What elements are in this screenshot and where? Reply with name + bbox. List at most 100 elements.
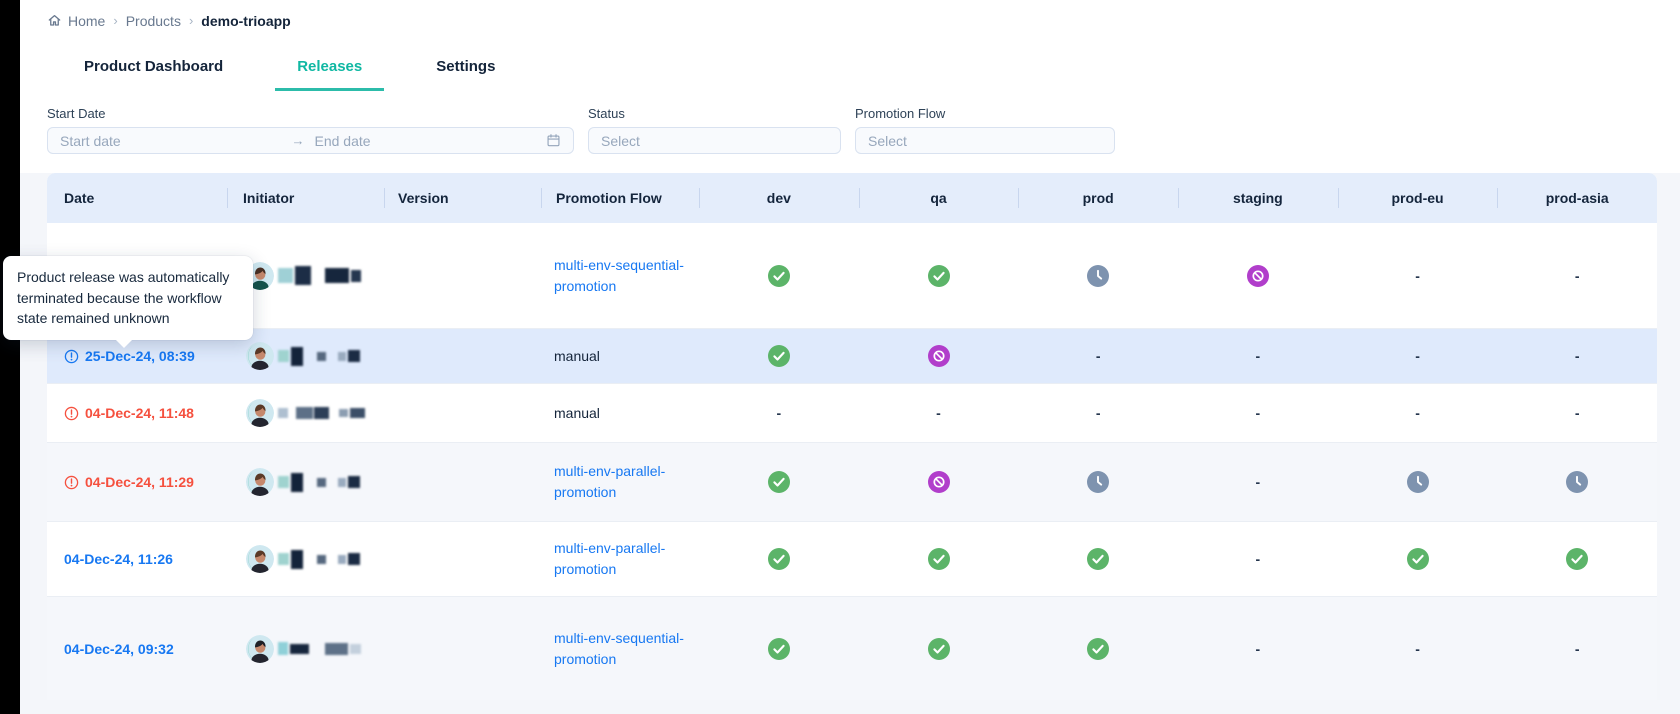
date-cell: 04-Dec-24, 09:32 <box>47 597 227 700</box>
promotion-flow-select-placeholder: Select <box>868 132 907 149</box>
env-status-qa <box>859 597 1019 700</box>
release-date-link[interactable]: 04-Dec-24, 11:48 <box>85 405 194 421</box>
success-check-icon <box>1087 548 1110 570</box>
empty-status: - <box>936 405 941 421</box>
breadcrumb: Home › Products › demo-trioapp <box>20 0 1680 32</box>
promotion-flow-link[interactable]: multi-env-parallel-promotion <box>554 540 666 577</box>
range-arrow-icon: → <box>291 133 305 148</box>
initiator-avatar <box>246 468 274 496</box>
initiator-name-redacted <box>278 407 365 419</box>
env-status-prod-eu: - <box>1338 329 1498 383</box>
release-table-row[interactable]: 04-Dec-24, 11:26 multi-env-parallel-prom… <box>47 521 1657 596</box>
tab-releases[interactable]: Releases <box>275 52 385 91</box>
release-date-link[interactable]: 04-Dec-24, 11:29 <box>85 474 194 490</box>
initiator-cell <box>227 597 384 700</box>
releases-table: Date Initiator Version Promotion Flow dev qa p… <box>47 173 1657 700</box>
status-select[interactable]: Select <box>588 127 841 154</box>
empty-status: - <box>1415 640 1420 657</box>
initiator-name-redacted <box>278 472 360 492</box>
empty-status: - <box>1415 267 1420 284</box>
env-status-dev <box>699 223 859 328</box>
empty-status: - <box>1574 267 1580 284</box>
promotion-flow-label: Promotion Flow <box>855 106 946 121</box>
release-table-row[interactable]: 25-Dec-24, 08:39 manual - - - - <box>47 328 1657 383</box>
env-status-dev <box>699 522 859 596</box>
promotion-flow-link[interactable]: multi-env-sequential-promotion <box>554 629 684 667</box>
promotion-flow-cell: multi-env-parallel-promotion <box>541 522 699 596</box>
promotion-flow-text: manual <box>554 405 600 421</box>
env-status-prod-eu: - <box>1338 223 1498 328</box>
success-check-icon <box>927 264 950 287</box>
product-tabs: Product Dashboard Releases Settings <box>20 52 1680 91</box>
release-date-link[interactable]: 25-Dec-24, 08:39 <box>85 348 195 364</box>
terminated-block-icon <box>1246 264 1269 287</box>
initiator-cell <box>227 329 384 383</box>
env-status-qa <box>859 223 1019 328</box>
release-table-row[interactable]: 04-Dec-24, 09:32 multi-env-sequential-pr… <box>47 596 1657 700</box>
initiator-avatar <box>246 399 274 427</box>
date-cell: 04-Dec-24, 11:29 <box>47 443 227 521</box>
release-filters: Start Date → Status Select Promotion Flo… <box>20 106 1680 154</box>
breadcrumb-home-label[interactable]: Home <box>68 12 106 29</box>
env-status-prod-eu: - <box>1338 597 1498 700</box>
env-status-prod <box>1018 597 1178 700</box>
release-termination-tooltip: Product release was automatically termin… <box>3 256 253 347</box>
page-content: Home › Products › demo-trioapp Product D… <box>20 0 1680 714</box>
column-header-prod-eu: prod-eu <box>1337 173 1498 223</box>
calendar-icon <box>546 133 561 148</box>
release-table-row[interactable]: 04-Dec-24, 11:29 multi-env-parallel-prom… <box>47 442 1657 521</box>
env-status-prod-asia <box>1497 522 1657 596</box>
initiator-avatar <box>246 261 274 290</box>
promotion-flow-link[interactable]: multi-env-sequential-promotion <box>554 256 684 294</box>
empty-status: - <box>1255 405 1261 421</box>
initiator-avatar <box>246 342 274 370</box>
tab-settings[interactable]: Settings <box>436 58 496 75</box>
end-date-input[interactable] <box>314 132 536 149</box>
start-date-input[interactable] <box>60 132 282 149</box>
success-check-icon <box>1087 637 1110 660</box>
tab-product-dashboard[interactable]: Product Dashboard <box>84 58 224 75</box>
env-status-prod-asia: - <box>1497 384 1657 442</box>
success-check-icon <box>767 264 790 287</box>
breadcrumb-separator: › <box>113 13 118 28</box>
version-cell <box>384 223 541 328</box>
env-status-prod <box>1018 223 1178 328</box>
alert-circle-icon <box>64 349 79 364</box>
breadcrumb-home[interactable]: Home <box>47 13 105 29</box>
filter-promotion-flow: Promotion Flow Select <box>855 106 1115 154</box>
initiator-avatar <box>246 634 274 663</box>
env-status-prod-eu: - <box>1338 384 1498 442</box>
initiator-cell <box>227 443 384 521</box>
env-status-prod: - <box>1018 329 1178 383</box>
breadcrumb-current-product: demo-trioapp <box>201 12 291 29</box>
env-status-prod-asia: - <box>1497 329 1657 383</box>
initiator-name-redacted <box>278 549 360 569</box>
initiator-avatar <box>246 545 274 573</box>
release-date-link[interactable]: 04-Dec-24, 09:32 <box>64 640 174 657</box>
status-select-placeholder: Select <box>601 132 640 149</box>
column-header-initiator: Initiator <box>227 173 384 223</box>
pending-clock-icon <box>1087 264 1110 287</box>
env-status-prod <box>1018 443 1178 521</box>
column-header-prod: prod <box>1018 173 1178 223</box>
pending-clock-icon <box>1087 471 1110 493</box>
release-date-link[interactable]: 04-Dec-24, 11:26 <box>64 551 173 567</box>
release-table-row[interactable]: multi-env-sequential-promotion - - <box>47 223 1657 328</box>
env-status-staging: - <box>1178 443 1338 521</box>
date-range-input[interactable]: → <box>47 127 574 154</box>
empty-status: - <box>1255 348 1261 364</box>
promotion-flow-cell: multi-env-sequential-promotion <box>541 223 699 328</box>
success-check-icon <box>767 637 790 660</box>
table-header-row: Date Initiator Version Promotion Flow dev qa p… <box>47 173 1657 223</box>
empty-status: - <box>1415 405 1420 421</box>
promotion-flow-link[interactable]: multi-env-parallel-promotion <box>554 463 666 500</box>
env-status-staging: - <box>1178 329 1338 383</box>
breadcrumb-products[interactable]: Products <box>125 12 181 29</box>
empty-status: - <box>1095 348 1101 364</box>
release-table-row[interactable]: 04-Dec-24, 11:48 manual - - - - - - <box>47 383 1657 442</box>
promotion-flow-select[interactable]: Select <box>855 127 1115 154</box>
initiator-cell <box>227 223 384 328</box>
success-check-icon <box>1566 548 1589 570</box>
env-status-prod <box>1018 522 1178 596</box>
version-cell <box>384 443 541 521</box>
